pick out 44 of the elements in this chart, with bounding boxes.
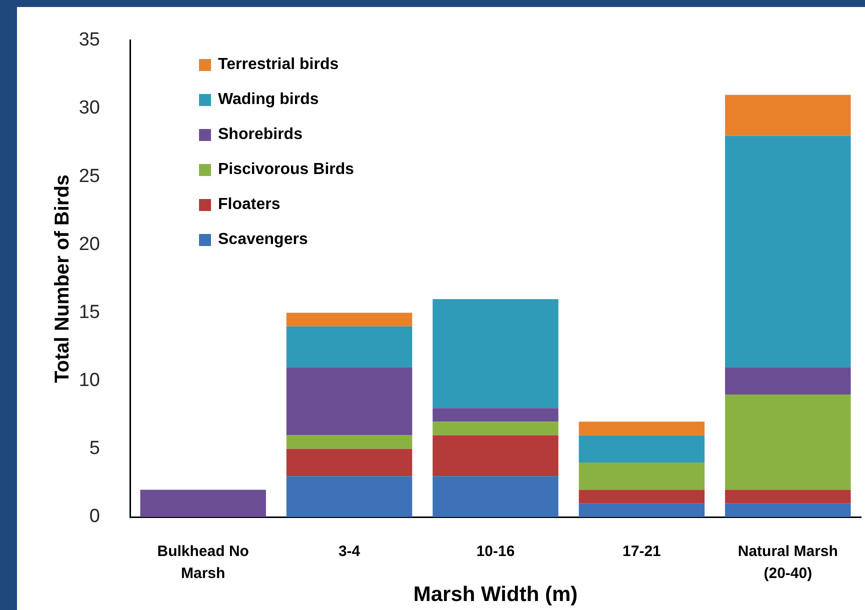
bar bbox=[286, 476, 412, 517]
y-tick-label: 35 bbox=[78, 30, 100, 51]
y-tick-label: 15 bbox=[78, 302, 100, 323]
bar bbox=[286, 367, 412, 436]
y-tick-label: 10 bbox=[78, 370, 100, 392]
bar bbox=[725, 136, 851, 368]
x-tick-label: 10-16 bbox=[476, 543, 515, 560]
y-tick-label: 30 bbox=[78, 98, 100, 119]
bar bbox=[578, 490, 705, 504]
bar bbox=[725, 394, 851, 490]
bar bbox=[286, 435, 412, 449]
y-tick-label: 20 bbox=[78, 234, 100, 255]
bar bbox=[140, 490, 266, 517]
y-tick-label: 0 bbox=[89, 506, 100, 528]
legend-label: Floaters bbox=[218, 196, 280, 214]
bar bbox=[286, 326, 412, 368]
bar bbox=[725, 94, 851, 136]
x-tick-label: Bulkhead No Marsh bbox=[157, 543, 249, 582]
bar bbox=[725, 503, 851, 517]
legend-label: Terrestrial birds bbox=[218, 56, 339, 74]
legend-label: Wading birds bbox=[218, 90, 319, 108]
legend-label: Scavengers bbox=[218, 230, 308, 248]
bar bbox=[725, 367, 851, 394]
x-tick-label: 3-4 bbox=[338, 543, 361, 560]
bar bbox=[578, 462, 705, 490]
x-tick-label: 17-21 bbox=[622, 543, 661, 560]
y-tick-label: 25 bbox=[78, 166, 100, 187]
bar bbox=[432, 476, 558, 517]
bar bbox=[286, 448, 412, 476]
bar bbox=[432, 422, 558, 436]
x-axis-title: Marsh Width (m) bbox=[413, 583, 578, 606]
bar bbox=[432, 435, 558, 476]
bar bbox=[725, 490, 851, 504]
legend-label: Piscivorous Birds bbox=[218, 160, 354, 178]
bar bbox=[578, 503, 705, 517]
y-axis-title: Total Number of Birds bbox=[52, 174, 74, 383]
legend-label: Shorebirds bbox=[218, 126, 302, 144]
bar bbox=[432, 408, 558, 422]
bar bbox=[286, 312, 412, 326]
x-tick-label: Natural Marsh (20-40) bbox=[738, 543, 838, 582]
bar bbox=[578, 422, 705, 436]
y-tick-label: 5 bbox=[89, 438, 100, 460]
bar bbox=[432, 299, 558, 408]
bar bbox=[578, 435, 705, 463]
